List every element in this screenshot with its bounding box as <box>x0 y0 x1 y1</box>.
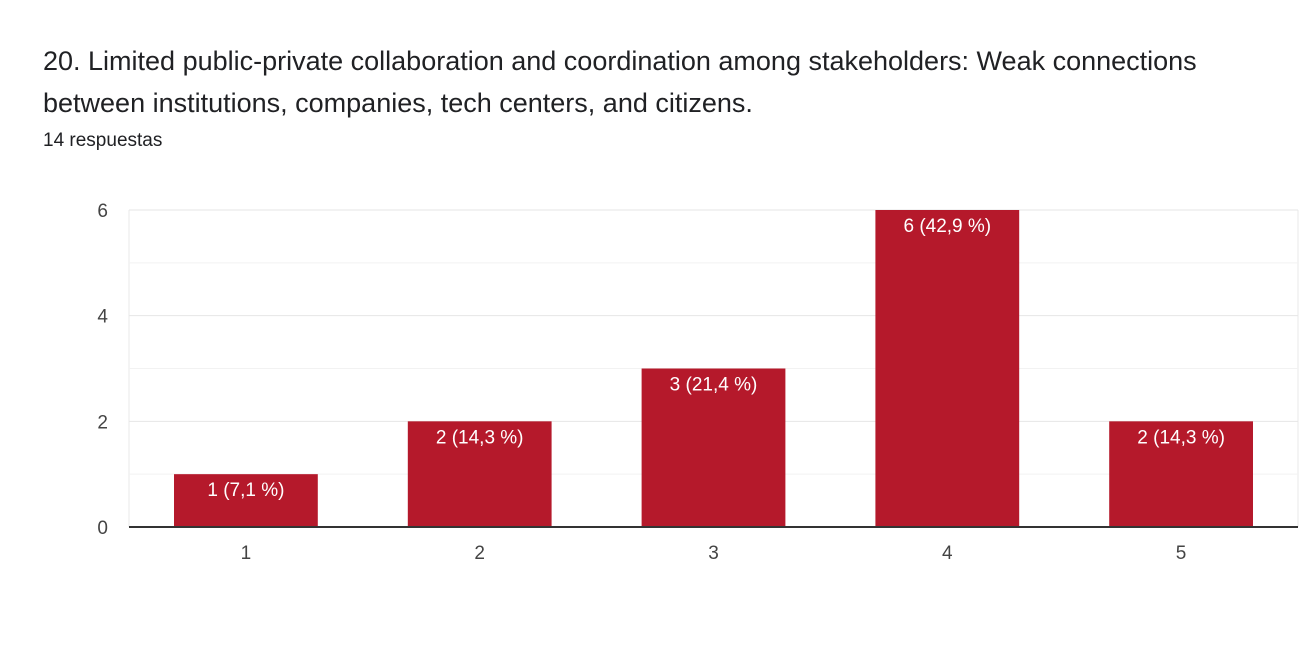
x-tick-label: 4 <box>942 543 953 564</box>
x-tick-label: 3 <box>708 543 719 564</box>
response-count: 14 respuestas <box>43 130 163 151</box>
x-tick-label: 2 <box>474 543 485 564</box>
bar <box>641 368 786 527</box>
bar <box>1109 421 1253 527</box>
y-tick-label: 0 <box>97 518 108 539</box>
bar-data-label: 2 (14,3 %) <box>1137 427 1225 448</box>
y-tick-label: 2 <box>97 412 108 433</box>
y-tick-label: 6 <box>97 201 108 222</box>
x-tick-label: 5 <box>1176 543 1187 564</box>
bar-data-label: 2 (14,3 %) <box>436 427 524 448</box>
y-tick-label: 4 <box>97 307 108 328</box>
bar <box>875 210 1020 527</box>
bar <box>174 474 318 527</box>
question-title: 20. Limited public-private collaboration… <box>43 46 1197 118</box>
bar <box>407 421 552 527</box>
bar-data-label: 3 (21,4 %) <box>670 375 758 396</box>
bar-data-label: 1 (7,1 %) <box>207 480 284 501</box>
bar-data-label: 6 (42,9 %) <box>903 216 991 237</box>
x-tick-label: 1 <box>241 543 252 564</box>
